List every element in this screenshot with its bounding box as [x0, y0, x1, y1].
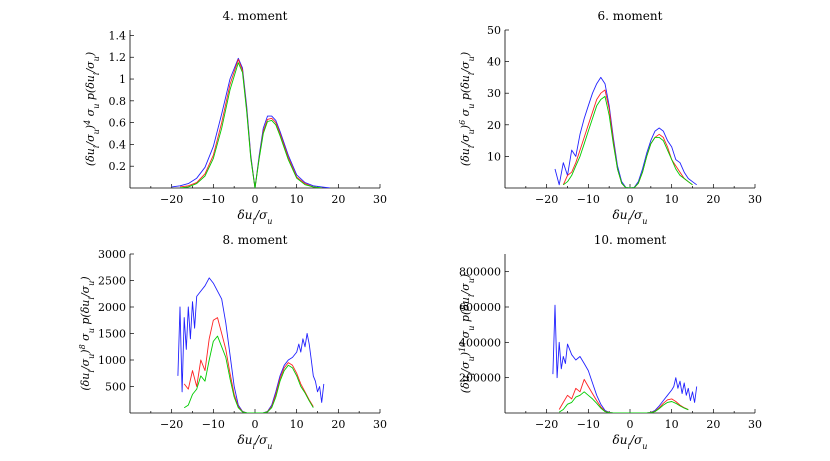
x-axis-label: δui/σu	[238, 433, 273, 451]
chart-panel-1: 4. moment −20 −10 0 10 20 30 0.2 0.4 0.6 0.8 1 1.2 1.…	[83, 9, 388, 226]
chart-title: 10. moment	[594, 233, 667, 247]
series-line-2	[558, 378, 689, 413]
series-line-2	[562, 89, 693, 188]
x-tick-label: 10	[290, 418, 304, 431]
x-tick-label: 0	[627, 418, 634, 431]
series-line-2	[179, 58, 322, 188]
y-tick-label: 0.8	[109, 95, 127, 108]
series-line-1	[554, 76, 697, 188]
x-tick-label: −20	[535, 193, 558, 206]
y-tick-label: 50	[487, 24, 501, 37]
y-tick-label: 0.6	[109, 117, 127, 130]
x-tick-label: 20	[331, 193, 345, 206]
y-tick-label: 200000	[459, 372, 501, 385]
y-axis-label: (δui/σu)10 σu p(δui/σu)	[458, 274, 476, 393]
x-tick-label: 10	[665, 193, 679, 206]
x-tick-label: −10	[202, 193, 225, 206]
y-axis-label: (δui/σu)8 σu p(δui/σu)	[78, 276, 96, 390]
x-axis-label: δui/σu	[238, 208, 273, 226]
chart-panel-3: 8. moment −20 −10 0 10 20 30 500 1000 1500 2000 250…	[78, 233, 388, 451]
series-line-1	[552, 304, 698, 413]
y-tick-label: 30	[487, 87, 501, 100]
series-line-1	[177, 277, 325, 413]
x-tick-label: 30	[748, 418, 762, 431]
x-tick-label: −20	[160, 418, 183, 431]
chart-title: 8. moment	[223, 233, 288, 247]
x-tick-label: 30	[373, 418, 387, 431]
series-line-3	[183, 335, 314, 413]
x-tick-label: 0	[252, 193, 259, 206]
y-tick-label: 40	[487, 56, 501, 69]
series-line-3	[179, 62, 322, 188]
chart-panel-4: 10. moment −20 −10 0 10 20 30 200000 400000 60000…	[458, 233, 763, 451]
x-tick-label: 30	[748, 193, 762, 206]
y-tick-label: 20	[487, 119, 501, 132]
x-tick-label: 20	[706, 193, 720, 206]
x-tick-label: 10	[290, 193, 304, 206]
series-line-2	[183, 317, 314, 413]
y-tick-label: 600000	[459, 301, 501, 314]
y-tick-label: 1.4	[109, 29, 127, 42]
x-tick-label: −10	[577, 193, 600, 206]
y-tick-label: 3000	[98, 248, 126, 261]
x-tick-label: −10	[577, 418, 600, 431]
x-tick-label: 0	[627, 193, 634, 206]
chart-panel-2: 6. moment −20 −10 0 10 20 30 10 20 30 40 50 δui/σu (δ…	[458, 9, 763, 226]
y-tick-label: 1.2	[109, 51, 127, 64]
y-tick-label: 1000	[98, 354, 126, 367]
y-tick-label: 400000	[459, 336, 501, 349]
x-tick-label: 10	[665, 418, 679, 431]
series-line-3	[563, 95, 693, 188]
x-tick-label: 30	[373, 193, 387, 206]
series-line-3	[558, 391, 689, 413]
y-axis-label: (δui/σu)6 σu p(δui/σu)	[458, 52, 476, 166]
y-tick-label: 2000	[98, 301, 126, 314]
y-tick-label: 500	[105, 381, 126, 394]
y-tick-label: 0.4	[109, 138, 127, 151]
x-tick-label: 0	[252, 418, 259, 431]
x-tick-label: −20	[535, 418, 558, 431]
y-tick-label: 1500	[98, 328, 126, 341]
y-tick-label: 0.2	[109, 160, 127, 173]
y-axis-label: (δui/σu)4 σu p(δui/σu)	[83, 52, 101, 166]
x-tick-label: −10	[202, 418, 225, 431]
x-tick-label: 20	[706, 418, 720, 431]
series-line-1	[171, 57, 331, 188]
x-axis-label: δui/σu	[613, 208, 648, 226]
chart-title: 4. moment	[223, 9, 288, 23]
y-tick-label: 10	[487, 150, 501, 163]
x-tick-label: −20	[160, 193, 183, 206]
y-tick-label: 2500	[98, 275, 126, 288]
x-axis-label: δui/σu	[613, 433, 648, 451]
y-tick-label: 800000	[459, 266, 501, 279]
y-tick-label: 1	[119, 73, 126, 86]
chart-title: 6. moment	[598, 9, 663, 23]
x-tick-label: 20	[331, 418, 345, 431]
